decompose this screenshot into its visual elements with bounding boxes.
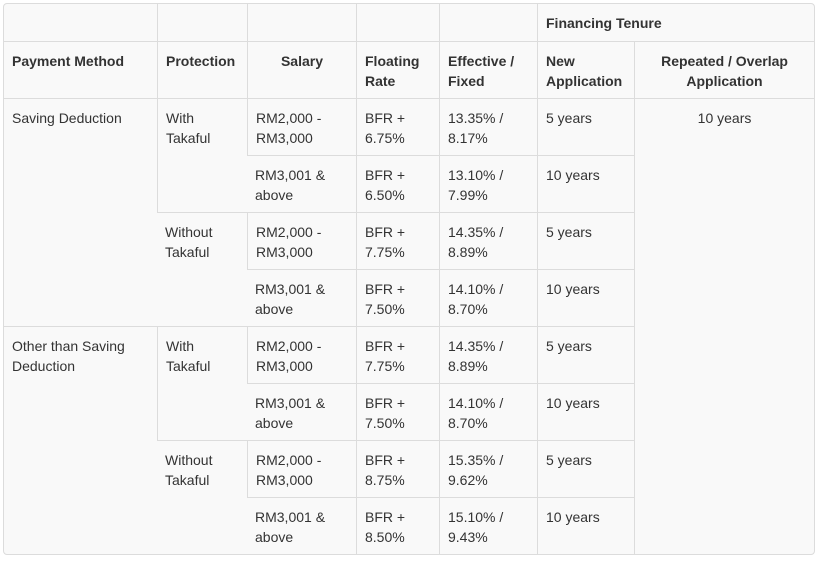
column-header-floating-rate: Floating Rate	[356, 41, 439, 98]
floating-rate-cell: BFR + 7.50%	[356, 269, 439, 326]
column-header-protection: Protection	[157, 41, 247, 98]
table-row: RM3,001 & above BFR + 7.50% 14.10% / 8.7…	[4, 269, 814, 326]
column-header-payment-method: Payment Method	[4, 41, 157, 98]
table-row: Saving Deduction With Takaful RM2,000 - …	[4, 98, 815, 554]
effective-rate-cell: 15.10% / 9.43%	[439, 497, 537, 554]
new-application-cell: 5 years	[537, 440, 634, 497]
effective-rate-cell: 14.10% / 8.70%	[439, 269, 537, 326]
table-row: Without Takaful RM2,000 - RM3,000 BFR + …	[4, 440, 814, 497]
column-header-repeated-application: Repeated / Overlap Application	[634, 41, 815, 98]
header-empty-cell	[247, 4, 356, 41]
salary-cell: RM2,000 - RM3,000	[247, 212, 356, 269]
table-row: RM3,001 & above BFR + 7.50% 14.10% / 8.7…	[4, 383, 814, 440]
payment-method-cell: Saving Deduction	[4, 98, 157, 326]
floating-rate-cell: BFR + 8.50%	[356, 497, 439, 554]
floating-rate-cell: BFR + 7.75%	[356, 326, 439, 383]
new-application-cell: 5 years	[537, 326, 634, 383]
floating-rate-cell: BFR + 7.50%	[356, 383, 439, 440]
salary-cell: RM3,001 & above	[247, 155, 356, 212]
table-row: Without Takaful RM2,000 - RM3,000 BFR + …	[4, 212, 814, 269]
new-application-cell: 10 years	[537, 497, 634, 554]
salary-cell: RM3,001 & above	[247, 497, 356, 554]
effective-rate-cell: 14.10% / 8.70%	[439, 383, 537, 440]
protection-cell: With Takaful	[157, 326, 247, 440]
new-application-cell: 10 years	[537, 269, 634, 326]
rates-table-container: Financing Tenure Payment Method Protecti…	[3, 3, 816, 555]
protection-cell: Without Takaful	[157, 212, 247, 326]
financing-rates-table: Financing Tenure Payment Method Protecti…	[3, 3, 816, 555]
new-application-cell: 10 years	[537, 383, 634, 440]
effective-rate-cell: 15.35% / 9.62%	[439, 440, 537, 497]
effective-rate-cell: 14.35% / 8.89%	[439, 326, 537, 383]
salary-cell: RM2,000 - RM3,000	[247, 440, 356, 497]
salary-cell: RM3,001 & above	[247, 269, 356, 326]
salary-cell: RM2,000 - RM3,000	[247, 326, 356, 383]
header-row-top: Financing Tenure	[4, 4, 814, 41]
header-empty-cell	[157, 4, 247, 41]
table-row: RM3,001 & above BFR + 8.50% 15.10% / 9.4…	[4, 497, 814, 554]
effective-rate-cell: 13.10% / 7.99%	[439, 155, 537, 212]
effective-rate-cell: 14.35% / 8.89%	[439, 212, 537, 269]
column-header-new-application: New Application	[537, 41, 634, 98]
new-application-cell: 5 years	[537, 98, 634, 155]
table-row: Other than Saving Deduction With Takaful…	[4, 326, 814, 440]
salary-cell: RM3,001 & above	[247, 383, 356, 440]
effective-rate-cell: 13.35% / 8.17%	[439, 98, 537, 155]
table-row: RM3,001 & above BFR + 6.50% 13.10% / 7.9…	[4, 155, 814, 212]
column-header-effective-fixed: Effective / Fixed	[439, 41, 537, 98]
floating-rate-cell: BFR + 6.50%	[356, 155, 439, 212]
protection-cell: With Takaful	[157, 98, 247, 212]
new-application-cell: 10 years	[537, 155, 634, 212]
floating-rate-cell: BFR + 6.75%	[356, 98, 439, 155]
floating-rate-cell: BFR + 8.75%	[356, 440, 439, 497]
header-empty-cell	[4, 4, 157, 41]
floating-rate-cell: BFR + 7.75%	[356, 212, 439, 269]
header-empty-cell	[439, 4, 537, 41]
header-empty-cell	[356, 4, 439, 41]
protection-cell: Without Takaful	[157, 440, 247, 554]
new-application-cell: 5 years	[537, 212, 634, 269]
financing-tenure-header: Financing Tenure	[537, 4, 814, 41]
salary-cell: RM2,000 - RM3,000	[247, 98, 356, 155]
payment-method-cell: Other than Saving Deduction	[4, 326, 157, 554]
column-header-salary: Salary	[247, 41, 356, 98]
header-row-columns: Payment Method Protection Salary Floatin…	[4, 41, 815, 98]
repeated-application-cell: 10 years	[634, 98, 815, 554]
